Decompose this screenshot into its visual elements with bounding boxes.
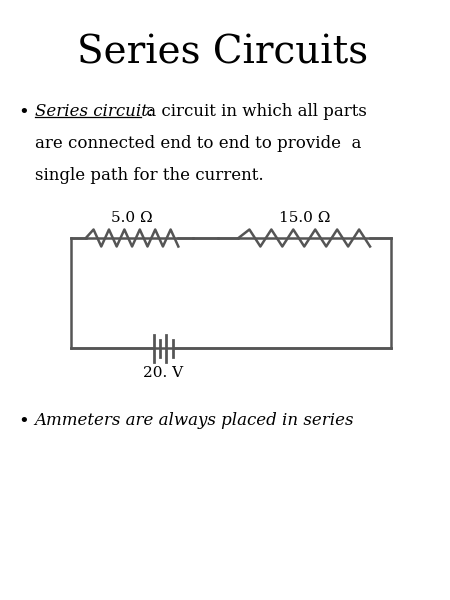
Text: 15.0 Ω: 15.0 Ω (279, 211, 330, 225)
Text: 20. V: 20. V (143, 366, 183, 380)
Text: •: • (18, 412, 28, 430)
Text: single path for the current.: single path for the current. (35, 167, 263, 184)
Text: a circuit in which all parts: a circuit in which all parts (141, 103, 367, 120)
Text: Series circuit:: Series circuit: (35, 103, 153, 120)
Text: Series Circuits: Series Circuits (77, 35, 368, 72)
Text: are connected end to end to provide  a: are connected end to end to provide a (35, 135, 361, 152)
Text: 5.0 Ω: 5.0 Ω (111, 211, 153, 225)
Text: •: • (18, 103, 28, 121)
Text: Ammeters are always placed in series: Ammeters are always placed in series (35, 412, 354, 429)
